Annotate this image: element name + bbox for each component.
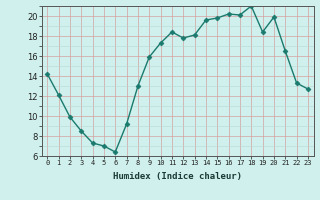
X-axis label: Humidex (Indice chaleur): Humidex (Indice chaleur): [113, 172, 242, 181]
